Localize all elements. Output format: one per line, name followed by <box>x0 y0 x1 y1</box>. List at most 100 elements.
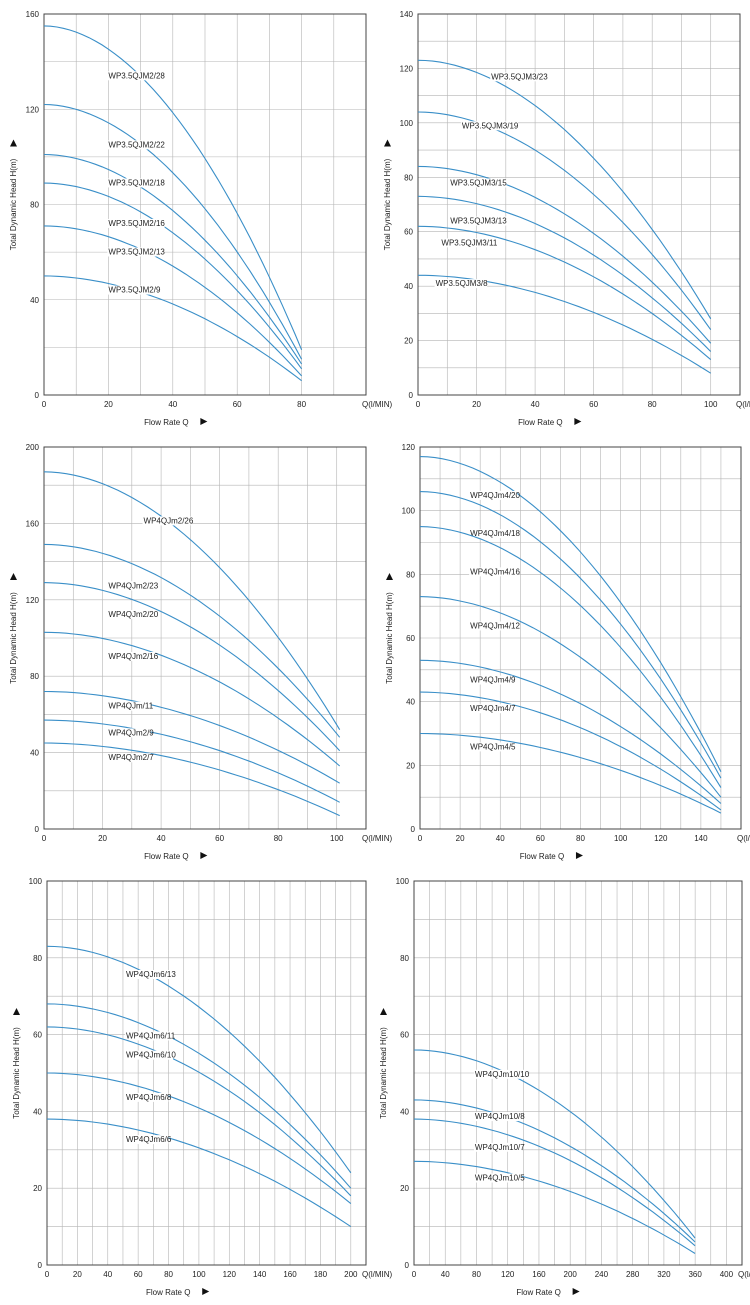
x-tick-label: 80 <box>164 1270 173 1279</box>
y-tick-label: 40 <box>404 282 413 291</box>
curve-label: WP4QJm6/13 <box>126 970 176 979</box>
curve-label: WP4QJm4/20 <box>470 491 520 500</box>
curve-label: WP4QJm2/16 <box>108 652 158 661</box>
pump-curve-line <box>43 631 341 767</box>
x-unit-label: Q(l/MIN) <box>362 400 393 409</box>
curve-label-bg <box>107 701 151 711</box>
x-axis-title: Flow Rate Q <box>144 852 188 861</box>
x-tick-label: 100 <box>192 1270 206 1279</box>
pump-curve-line <box>413 1049 696 1239</box>
curve-label-bg <box>107 140 165 150</box>
plot-frame <box>417 13 741 396</box>
curve-label-bg <box>469 675 513 685</box>
curve-label: WP4QJm6/11 <box>126 1031 176 1040</box>
curve-label: WP4QJm4/9 <box>470 676 516 685</box>
curve-label-bg <box>124 1031 173 1041</box>
x-tick-label: 360 <box>688 1270 702 1279</box>
x-unit-label: Q(l/MIN) <box>362 834 393 843</box>
x-tick-label: 140 <box>253 1270 267 1279</box>
x-tick-label: 60 <box>233 400 242 409</box>
x-axis-title: Flow Rate Q <box>518 418 562 427</box>
x-unit-label: Q(l/MIN) <box>737 834 750 843</box>
curve-label-bg <box>473 1069 527 1079</box>
y-tick-label: 20 <box>406 761 415 770</box>
plot-frame <box>419 446 742 830</box>
pump-curve-line <box>417 59 712 320</box>
x-tick-label: 20 <box>73 1270 82 1279</box>
pump-curve-line <box>419 526 722 788</box>
curve-label-bg <box>107 247 165 257</box>
chart-4: 0 20 40 60 80 100 120 0 20 40 60 80 100 120 140 Q(l/MIN… <box>385 443 750 861</box>
pump-curve-line <box>413 1118 696 1247</box>
pump-curve-line <box>418 274 711 374</box>
pump-curve-line <box>43 471 341 730</box>
curve-label: WP4QJm6/10 <box>126 1051 176 1060</box>
x-tick-label: 40 <box>441 1270 450 1279</box>
x-tick-label: 280 <box>626 1270 640 1279</box>
y-tick-label: 80 <box>30 201 39 210</box>
curve-label-bg <box>107 753 151 763</box>
chart-5: 0 20 40 60 80 100 0 20 40 60 80 100 120 140 160 180 200 Q… <box>12 877 393 1297</box>
curve-label: WP4QJm10/10 <box>475 1070 530 1079</box>
curve-label: WP3.5QJM2/18 <box>108 178 165 187</box>
x-tick-label: 60 <box>589 400 598 409</box>
y-tick-label: 0 <box>38 1261 43 1270</box>
curve-label-bg <box>473 1173 522 1183</box>
x-tick-label: 0 <box>412 1270 417 1279</box>
x-tick-label: 0 <box>42 834 47 843</box>
y-tick-label: 120 <box>26 105 40 114</box>
curve-label-bg <box>107 581 156 591</box>
y-tick-label: 60 <box>400 1031 409 1040</box>
x-tick-label: 40 <box>168 400 177 409</box>
pump-curve-line <box>43 25 303 351</box>
axis-arrow-right-icon <box>200 852 208 859</box>
axis-arrow-right-icon <box>574 418 582 425</box>
y-tick-label: 0 <box>35 825 40 834</box>
curve-label-bg <box>469 490 518 500</box>
curve-label: WP4QJm2/23 <box>108 581 158 590</box>
axis-arrow-right-icon <box>202 1288 210 1295</box>
x-tick-label: 200 <box>344 1270 358 1279</box>
curve-label: WP3.5QJM3/15 <box>450 178 507 187</box>
y-tick-label: 0 <box>35 391 40 400</box>
y-tick-label: 80 <box>400 954 409 963</box>
x-tick-label: 60 <box>215 834 224 843</box>
pump-curve-line <box>43 719 340 803</box>
y-tick-label: 100 <box>396 877 410 886</box>
curve-label-bg <box>124 1050 173 1060</box>
x-tick-label: 160 <box>283 1270 297 1279</box>
plot-frame <box>43 13 367 396</box>
curve-label: WP4QJm4/12 <box>470 621 520 630</box>
x-tick-label: 100 <box>614 834 628 843</box>
y-tick-label: 80 <box>30 672 39 681</box>
x-unit-label: Q(l/MIN) <box>738 1270 750 1279</box>
pump-curve-line <box>43 742 340 817</box>
pump-curve-line <box>419 659 722 804</box>
curve-label: WP4QJm2/26 <box>144 516 194 525</box>
pump-curve-line <box>46 1118 352 1228</box>
curve-label-bg <box>440 238 498 248</box>
curve-label: WP3.5QJM2/28 <box>108 71 165 80</box>
pump-curve-line <box>46 1003 352 1189</box>
x-tick-label: 80 <box>648 400 657 409</box>
x-axis-title: Flow Rate Q <box>146 1288 190 1297</box>
curve-label-bg <box>107 728 151 738</box>
x-axis-title: Flow Rate Q <box>520 852 564 861</box>
pump-curve-line <box>419 596 722 798</box>
curve-label-bg <box>449 178 507 188</box>
curve-label-bg <box>142 516 191 526</box>
curve-label-bg <box>490 72 548 82</box>
curve-label-bg <box>107 71 165 81</box>
y-tick-label: 80 <box>404 173 413 182</box>
axis-arrow-up-icon <box>13 1008 20 1015</box>
curve-label: WP4QJm4/7 <box>470 704 516 713</box>
y-axis-title: Total Dynamic Head H(m) <box>12 1027 21 1119</box>
chart-3: 0 40 80 120 160 200 0 20 40 60 80 100 Q(l/MIN) Flow R… <box>9 443 393 861</box>
curve-label: WP3.5QJM3/19 <box>462 121 519 130</box>
y-tick-label: 20 <box>400 1184 409 1193</box>
x-tick-label: 0 <box>418 834 423 843</box>
curve-label-bg <box>473 1142 522 1152</box>
curve-label-bg <box>469 621 518 631</box>
pump-curve-line <box>43 275 302 382</box>
